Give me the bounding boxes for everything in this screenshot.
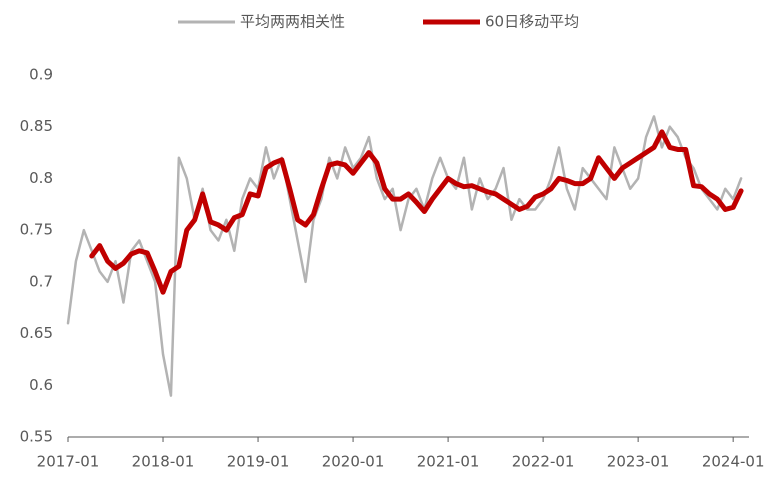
- y-tick-label: 0.75: [20, 221, 53, 239]
- y-tick-label: 0.7: [29, 272, 53, 290]
- legend-label: 60日移动平均: [485, 13, 579, 31]
- x-tick-label: 2020-01: [322, 453, 385, 471]
- y-tick-label: 0.55: [20, 428, 53, 446]
- x-tick-label: 2023-01: [607, 453, 670, 471]
- y-tick-label: 0.9: [29, 66, 53, 84]
- series-line: [89, 129, 744, 295]
- legend-label: 平均两两相关性: [240, 13, 345, 31]
- y-tick-label: 0.65: [20, 324, 53, 342]
- x-tick-label: 2022-01: [512, 453, 575, 471]
- x-tick-label: 2019-01: [227, 453, 290, 471]
- x-tick-label: 2024-01: [702, 453, 765, 471]
- y-tick-label: 0.6: [29, 376, 53, 394]
- series-line: [66, 115, 743, 397]
- y-tick-label: 0.85: [20, 117, 53, 135]
- x-tick-label: 2018-01: [132, 453, 195, 471]
- x-tick-label: 2017-01: [37, 453, 100, 471]
- y-tick-label: 0.8: [29, 169, 53, 187]
- x-tick-label: 2021-01: [417, 453, 480, 471]
